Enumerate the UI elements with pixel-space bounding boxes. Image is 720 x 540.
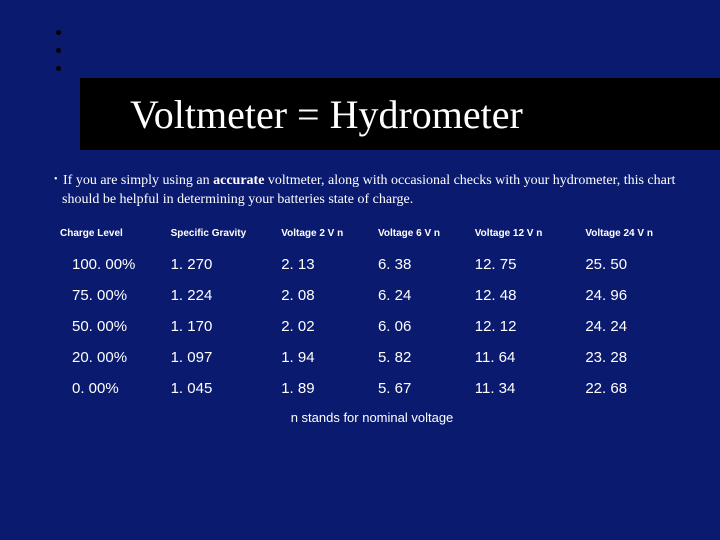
table-body: 100. 00%1. 2702. 136. 3812. 7525. 5075. … <box>54 249 690 404</box>
table-row: 75. 00%1. 2242. 086. 2412. 4824. 96 <box>54 280 690 311</box>
table-cell: 24. 24 <box>579 311 690 342</box>
intro-prefix: If you are simply using an <box>63 173 213 188</box>
table-cell: 11. 34 <box>469 373 580 404</box>
table-cell: 12. 12 <box>469 311 580 342</box>
col-header: Voltage 6 V n <box>372 224 469 249</box>
bullet-dot <box>56 48 61 53</box>
intro-text: • If you are simply using an accurate vo… <box>54 172 690 210</box>
footnote: n stands for nominal voltage <box>54 410 690 425</box>
table-cell: 12. 75 <box>469 249 580 280</box>
table-cell: 5. 82 <box>372 342 469 373</box>
col-header: Specific Gravity <box>165 224 276 249</box>
table-cell: 1. 170 <box>165 311 276 342</box>
table-cell: 0. 00% <box>54 373 165 404</box>
table-cell: 22. 68 <box>579 373 690 404</box>
bullet-dot <box>56 66 61 71</box>
intro-bold: accurate <box>213 173 264 188</box>
table-header-row: Charge Level Specific Gravity Voltage 2 … <box>54 224 690 249</box>
title-band: Voltmeter = Hydrometer <box>80 78 720 150</box>
table-cell: 6. 24 <box>372 280 469 311</box>
table-cell: 1. 89 <box>275 373 372 404</box>
table-cell: 25. 50 <box>579 249 690 280</box>
table-cell: 6. 06 <box>372 311 469 342</box>
charge-table: Charge Level Specific Gravity Voltage 2 … <box>54 224 690 404</box>
table-row: 20. 00%1. 0971. 945. 8211. 6423. 28 <box>54 342 690 373</box>
table-row: 100. 00%1. 2702. 136. 3812. 7525. 50 <box>54 249 690 280</box>
table-cell: 12. 48 <box>469 280 580 311</box>
table-cell: 2. 13 <box>275 249 372 280</box>
bullet-dot <box>56 30 61 35</box>
slide-title: Voltmeter = Hydrometer <box>130 91 523 138</box>
table-cell: 20. 00% <box>54 342 165 373</box>
table-cell: 24. 96 <box>579 280 690 311</box>
col-header: Charge Level <box>54 224 165 249</box>
table-cell: 6. 38 <box>372 249 469 280</box>
table-row: 50. 00%1. 1702. 026. 0612. 1224. 24 <box>54 311 690 342</box>
table-cell: 5. 67 <box>372 373 469 404</box>
table-cell: 100. 00% <box>54 249 165 280</box>
col-header: Voltage 12 V n <box>469 224 580 249</box>
table-row: 0. 00%1. 0451. 895. 6711. 3422. 68 <box>54 373 690 404</box>
table-cell: 1. 097 <box>165 342 276 373</box>
col-header: Voltage 24 V n <box>579 224 690 249</box>
table-cell: 11. 64 <box>469 342 580 373</box>
content-area: • If you are simply using an accurate vo… <box>54 172 690 425</box>
table-cell: 1. 270 <box>165 249 276 280</box>
table-cell: 2. 08 <box>275 280 372 311</box>
col-header: Voltage 2 V n <box>275 224 372 249</box>
table-cell: 1. 045 <box>165 373 276 404</box>
table-cell: 50. 00% <box>54 311 165 342</box>
table-cell: 23. 28 <box>579 342 690 373</box>
decorative-bullets <box>56 30 61 84</box>
table-cell: 1. 94 <box>275 342 372 373</box>
table-cell: 1. 224 <box>165 280 276 311</box>
bullet-icon: • <box>54 174 58 185</box>
table-cell: 2. 02 <box>275 311 372 342</box>
table-cell: 75. 00% <box>54 280 165 311</box>
